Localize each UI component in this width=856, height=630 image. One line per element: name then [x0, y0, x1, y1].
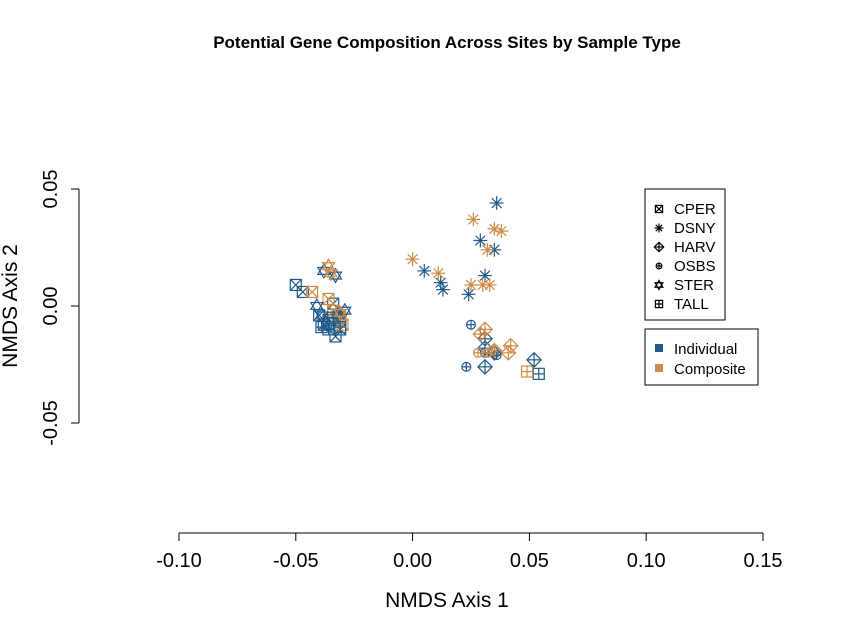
data-point [532, 367, 545, 380]
legend-swatch-composite [655, 364, 663, 372]
data-point [461, 287, 476, 302]
chart-title: Potential Gene Composition Across Sites … [213, 33, 681, 52]
data-point [431, 266, 446, 281]
x-tick-label: -0.10 [156, 550, 202, 572]
legend-sites-box [644, 188, 726, 321]
data-point [466, 212, 481, 227]
data-point [477, 321, 494, 338]
data-point [433, 275, 448, 290]
data-point [333, 304, 348, 322]
data-point [502, 337, 519, 354]
x-tick-label: 0.05 [510, 550, 549, 572]
x-axis-title: NMDS Axis 1 [385, 589, 509, 612]
legend-types: Individual Composite [644, 328, 759, 386]
legend-symbol-cper [654, 204, 664, 214]
data-point [464, 278, 478, 292]
data-point [473, 233, 488, 248]
data-point [329, 330, 342, 343]
data-point [487, 345, 498, 356]
data-point [473, 347, 484, 358]
data-points [289, 196, 545, 380]
legend-label-individual: Individual [674, 341, 737, 358]
data-point [323, 265, 338, 282]
data-point [321, 316, 336, 333]
data-point [309, 297, 324, 315]
legend-label-ster: STER [674, 277, 714, 294]
data-point [494, 224, 509, 238]
data-point [314, 307, 329, 324]
y-axis-title: NMDS Axis 2 [0, 244, 22, 368]
data-point [482, 278, 497, 292]
x-tick-label: 0.15 [744, 550, 783, 572]
data-point [306, 285, 319, 299]
data-point [417, 264, 432, 278]
legend-label-dsny: DSNY [674, 220, 716, 237]
y-axis: -0.05 0.00 0.05 [40, 170, 80, 446]
y-tick-label: 0.05 [40, 170, 62, 209]
data-point [334, 320, 347, 334]
legend-label-harv: HARV [674, 239, 715, 256]
x-axis: -0.10 -0.05 0.00 0.05 0.10 0.15 [156, 532, 783, 572]
legend-symbol-tall [654, 299, 664, 309]
legend-symbol-harv [653, 241, 665, 253]
data-point [480, 242, 495, 257]
data-point [466, 319, 477, 330]
legend-symbol-ster [654, 279, 664, 291]
y-tick-label: -0.05 [40, 400, 62, 446]
data-point [489, 196, 504, 210]
legend-label-cper: CPER [674, 201, 716, 218]
data-point [520, 365, 534, 378]
x-tick-label: 0.10 [627, 550, 666, 572]
legend-label-osbs: OSBS [674, 258, 716, 275]
data-point [461, 361, 472, 372]
legend-label-tall: TALL [674, 296, 709, 313]
data-point [500, 344, 517, 361]
x-tick-label: 0.00 [393, 550, 432, 572]
data-point [526, 351, 543, 368]
legend-symbol-osbs [655, 262, 663, 270]
legend-sites: CPER DSNY HARV OSBS STER TALL [644, 188, 726, 321]
data-point [405, 252, 420, 267]
x-tick-label: -0.05 [273, 550, 319, 572]
legend-symbol-dsny [654, 223, 664, 233]
data-point [477, 358, 494, 375]
legend-label-composite: Composite [674, 361, 746, 378]
data-point [322, 323, 335, 336]
legend-swatch-individual [655, 344, 663, 352]
y-tick-label: 0.00 [40, 287, 62, 326]
data-point [322, 292, 335, 306]
legend-types-box [644, 328, 759, 386]
data-point [436, 282, 450, 297]
